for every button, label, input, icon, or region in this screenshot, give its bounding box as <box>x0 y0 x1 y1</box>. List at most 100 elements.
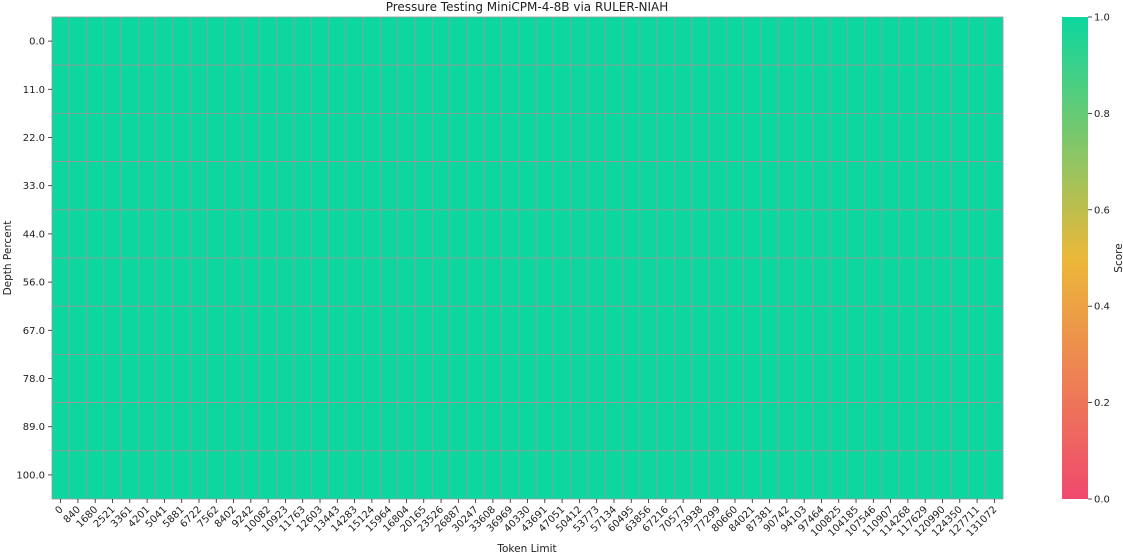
heatmap-cell <box>224 257 243 307</box>
heatmap-cell <box>172 353 191 403</box>
heatmap-cell <box>639 16 658 66</box>
heatmap-cell <box>639 353 658 403</box>
heatmap-cell <box>777 402 796 452</box>
heatmap-cell <box>812 64 831 114</box>
heatmap-cell <box>985 113 1004 163</box>
heatmap-cell <box>829 64 848 114</box>
heatmap-cell <box>725 402 745 452</box>
heatmap-cell <box>553 257 572 307</box>
heatmap-cell <box>864 402 883 452</box>
heatmap-cell <box>570 353 589 403</box>
heatmap-cell <box>553 209 572 259</box>
heatmap-cell <box>241 113 260 163</box>
heatmap-cell <box>431 113 451 163</box>
heatmap-cell <box>241 353 260 403</box>
heatmap-cell <box>777 257 796 307</box>
heatmap-cell <box>777 353 796 403</box>
heatmap-cell <box>138 353 157 403</box>
heatmap-cell <box>380 113 399 163</box>
heatmap-cell <box>691 161 710 211</box>
heatmap-cell <box>518 161 537 211</box>
heatmap-cell <box>674 209 693 259</box>
heatmap-cell <box>968 113 987 163</box>
heatmap-cell <box>760 209 779 259</box>
heatmap-cell <box>224 353 243 403</box>
heatmap-cell <box>795 305 814 355</box>
heatmap-cell <box>362 64 381 114</box>
heatmap-cell <box>86 16 105 66</box>
heatmap-cell <box>120 209 139 259</box>
heatmap-cell <box>155 64 174 114</box>
heatmap-cell <box>795 16 814 66</box>
heatmap-cell <box>397 353 416 403</box>
colorbar-tick-label: 0.4 <box>1094 302 1110 313</box>
heatmap-cell <box>501 305 520 355</box>
heatmap-cell <box>310 450 330 500</box>
colorbar-tick-label: 0.8 <box>1094 109 1110 120</box>
heatmap-cell <box>414 353 433 403</box>
heatmap-cell <box>760 113 779 163</box>
heatmap-cell <box>189 16 209 66</box>
heatmap-cell <box>674 257 693 307</box>
heatmap-cell <box>933 305 952 355</box>
heatmap-cell <box>276 113 295 163</box>
heatmap-cell <box>120 161 139 211</box>
heatmap-cell <box>760 64 779 114</box>
heatmap-cell <box>466 402 485 452</box>
heatmap-cell <box>518 209 537 259</box>
heatmap-cell <box>414 16 433 66</box>
heatmap-cell <box>916 64 935 114</box>
heatmap-cell <box>310 209 330 259</box>
heatmap-cell <box>656 209 675 259</box>
heatmap-cell <box>604 161 623 211</box>
heatmap-cell <box>656 161 675 211</box>
heatmap-cell <box>51 161 70 211</box>
heatmap-cell <box>51 64 70 114</box>
heatmap-cell <box>604 305 623 355</box>
heatmap-cell <box>224 161 243 211</box>
heatmap-cell <box>587 209 606 259</box>
heatmap-cell <box>138 209 157 259</box>
heatmap-cell <box>189 257 209 307</box>
heatmap-cell <box>518 64 537 114</box>
heatmap-cell <box>189 450 209 500</box>
heatmap-cell <box>587 16 606 66</box>
heatmap-cell <box>933 161 952 211</box>
heatmap-cell <box>864 16 883 66</box>
heatmap-cell <box>881 16 900 66</box>
heatmap-cell <box>86 305 105 355</box>
heatmap-cell <box>570 209 589 259</box>
y-tick-label: 33.0 <box>23 181 45 192</box>
heatmap-cell <box>985 257 1004 307</box>
heatmap-cell <box>241 305 260 355</box>
y-tick-label: 11.0 <box>23 85 45 96</box>
heatmap-cell <box>449 64 468 114</box>
colorbar <box>1062 17 1088 499</box>
heatmap-cell <box>397 161 416 211</box>
heatmap-cell <box>985 64 1004 114</box>
heatmap-cell <box>120 16 139 66</box>
heatmap-cell <box>570 64 589 114</box>
heatmap-cell <box>259 209 278 259</box>
heatmap-cell <box>708 113 727 163</box>
heatmap-cell <box>328 353 347 403</box>
heatmap-cell <box>916 161 935 211</box>
heatmap-cell <box>241 161 260 211</box>
heatmap-cell <box>691 305 710 355</box>
heatmap-cell <box>51 113 70 163</box>
heatmap-cell <box>829 113 848 163</box>
heatmap-cell <box>777 450 796 500</box>
heatmap-cell <box>812 257 831 307</box>
heatmap-cell <box>380 16 399 66</box>
heatmap-cell <box>898 161 917 211</box>
heatmap-cell <box>380 161 399 211</box>
heatmap-cell <box>725 450 745 500</box>
heatmap-cell <box>155 353 174 403</box>
heatmap-cell <box>345 161 364 211</box>
heatmap-cell <box>587 257 606 307</box>
heatmap-cell <box>604 402 623 452</box>
heatmap-cell <box>328 209 347 259</box>
heatmap-cell <box>725 16 745 66</box>
heatmap-cell <box>310 257 330 307</box>
heatmap-cell <box>120 353 139 403</box>
